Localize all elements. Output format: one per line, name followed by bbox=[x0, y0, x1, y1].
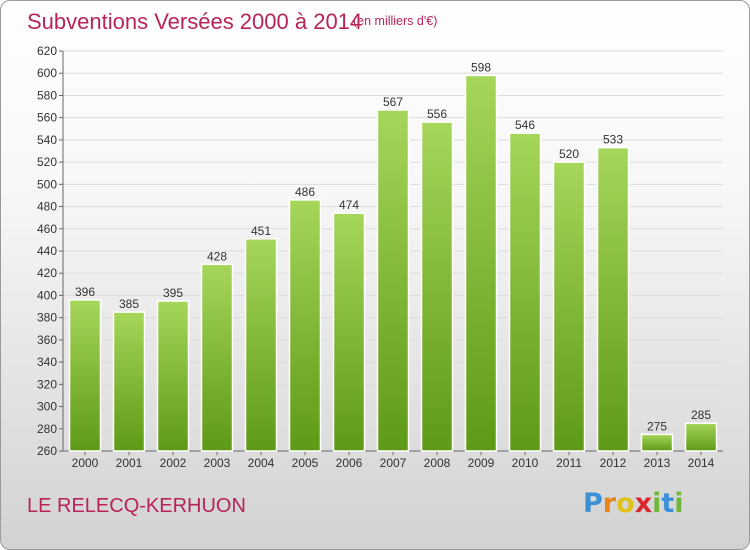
data-label: 451 bbox=[251, 224, 271, 238]
bar bbox=[244, 238, 278, 452]
bar bbox=[464, 74, 498, 452]
x-tick-label: 2003 bbox=[204, 456, 231, 470]
y-tick-label: 280 bbox=[37, 422, 57, 436]
x-tick-label: 2013 bbox=[644, 456, 671, 470]
y-tick-label: 320 bbox=[37, 377, 57, 391]
x-tick-label: 2008 bbox=[424, 456, 451, 470]
commune-name: LE RELECQ-KERHUON bbox=[27, 495, 246, 517]
x-tick-label: 2002 bbox=[160, 456, 187, 470]
y-tick-label: 460 bbox=[37, 222, 57, 236]
y-tick-label: 340 bbox=[37, 355, 57, 369]
chart-title: Subventions Versées 2000 à 2014 bbox=[27, 9, 363, 34]
y-tick-label: 580 bbox=[37, 88, 57, 102]
data-label: 556 bbox=[427, 107, 447, 121]
x-tick-label: 2010 bbox=[512, 456, 539, 470]
bars bbox=[68, 74, 718, 452]
x-tick-label: 2004 bbox=[248, 456, 275, 470]
data-label: 567 bbox=[383, 95, 403, 109]
data-label: 533 bbox=[603, 133, 623, 147]
bar bbox=[420, 121, 454, 452]
logo-letter: x bbox=[634, 488, 653, 519]
unit-note: (en milliers d'€) bbox=[353, 14, 438, 28]
logo-letter: P bbox=[583, 488, 603, 519]
bar bbox=[200, 263, 234, 452]
data-label: 396 bbox=[75, 285, 95, 299]
logo-letter: r bbox=[602, 488, 617, 519]
logo-letter: i bbox=[674, 488, 684, 519]
logo-letter: i bbox=[652, 488, 662, 519]
x-tick-label: 2012 bbox=[600, 456, 627, 470]
data-labels: 396 385 395 428 451 486 474 567 556 598 546 520 533 2… bbox=[75, 60, 711, 433]
data-label: 520 bbox=[559, 147, 579, 161]
x-tick-label: 2001 bbox=[116, 456, 143, 470]
y-tick-label: 520 bbox=[37, 155, 57, 169]
bar bbox=[112, 311, 146, 452]
x-tick-label: 2006 bbox=[336, 456, 363, 470]
x-tick-label: 2000 bbox=[72, 456, 99, 470]
data-label: 546 bbox=[515, 118, 535, 132]
data-label: 385 bbox=[119, 297, 139, 311]
data-label: 474 bbox=[339, 198, 359, 212]
bar bbox=[156, 300, 190, 452]
x-tick-label: 2011 bbox=[556, 456, 582, 470]
y-tick-label: 260 bbox=[37, 444, 57, 458]
data-label: 598 bbox=[471, 60, 491, 74]
x-tick-label: 2009 bbox=[468, 456, 495, 470]
x-tick-label: 2007 bbox=[380, 456, 407, 470]
y-tick-label: 560 bbox=[37, 111, 57, 125]
y-tick-label: 400 bbox=[37, 288, 57, 302]
y-tick-label: 380 bbox=[37, 311, 57, 325]
y-tick-label: 620 bbox=[37, 44, 57, 58]
bar bbox=[68, 299, 102, 452]
data-label: 486 bbox=[295, 185, 315, 199]
bar bbox=[508, 132, 542, 452]
data-label: 285 bbox=[691, 408, 711, 422]
logo-letter: o bbox=[616, 488, 635, 519]
y-tick-label: 420 bbox=[37, 266, 57, 280]
y-tick-label: 360 bbox=[37, 333, 57, 347]
y-tick-label: 500 bbox=[37, 177, 57, 191]
data-label: 395 bbox=[163, 286, 183, 300]
bar bbox=[596, 146, 630, 452]
y-tick-label: 480 bbox=[37, 200, 57, 214]
axes: 260 280 300 320 340 360 380 400 420 440 460 480 500 5… bbox=[37, 44, 723, 470]
logo-letter: t bbox=[661, 488, 675, 519]
x-tick-label: 2014 bbox=[688, 456, 715, 470]
bar bbox=[552, 161, 586, 452]
y-tick-label: 440 bbox=[37, 244, 57, 258]
bar bbox=[288, 199, 322, 452]
y-tick-label: 300 bbox=[37, 400, 57, 414]
bar bbox=[332, 212, 366, 452]
data-label: 428 bbox=[207, 249, 227, 263]
data-label: 275 bbox=[647, 419, 667, 433]
proxiti-logo: Proxiti bbox=[583, 488, 684, 519]
bar bbox=[376, 109, 410, 452]
bar bbox=[640, 433, 674, 452]
bar bbox=[684, 422, 718, 452]
y-tick-label: 540 bbox=[37, 133, 57, 147]
x-tick-label: 2005 bbox=[292, 456, 319, 470]
y-tick-label: 600 bbox=[37, 66, 57, 80]
